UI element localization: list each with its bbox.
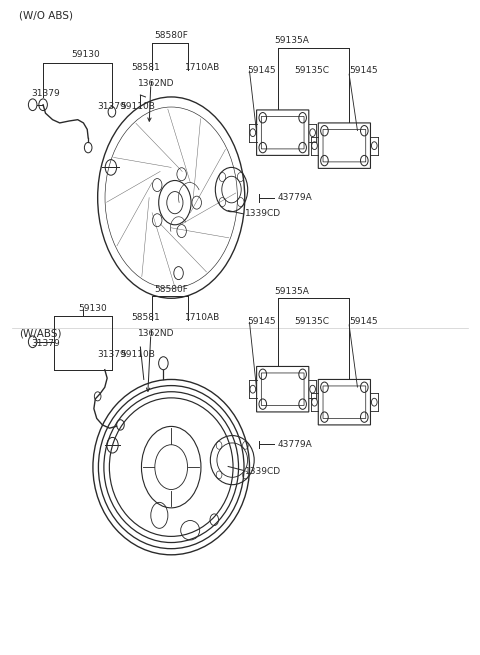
Text: 1362ND: 1362ND <box>138 329 175 339</box>
Text: 1710AB: 1710AB <box>185 64 221 72</box>
Text: (W/O ABS): (W/O ABS) <box>19 10 73 20</box>
Text: 59145: 59145 <box>349 316 378 326</box>
Text: 59145: 59145 <box>247 316 276 326</box>
Text: 31379: 31379 <box>97 102 126 111</box>
Text: 31379: 31379 <box>31 339 60 348</box>
Text: 58581: 58581 <box>131 64 160 72</box>
Text: 59130: 59130 <box>79 303 108 312</box>
Text: 59135A: 59135A <box>275 36 310 45</box>
Text: 58580F: 58580F <box>154 31 188 40</box>
Text: 1339CD: 1339CD <box>245 210 281 218</box>
Text: 59135C: 59135C <box>295 316 330 326</box>
Text: 31379: 31379 <box>97 350 126 360</box>
Text: 43779A: 43779A <box>278 193 312 202</box>
Text: 31379: 31379 <box>31 89 60 98</box>
Text: 43779A: 43779A <box>278 440 312 449</box>
Text: 58580F: 58580F <box>154 286 188 294</box>
Text: 1710AB: 1710AB <box>185 313 221 322</box>
Text: (W/ABS): (W/ABS) <box>19 329 62 339</box>
Text: 59110B: 59110B <box>120 350 156 360</box>
Text: 59130: 59130 <box>72 50 100 59</box>
Text: 59135A: 59135A <box>275 288 310 296</box>
Text: 59135C: 59135C <box>295 66 330 75</box>
Text: 59110B: 59110B <box>120 102 156 111</box>
Text: 1362ND: 1362ND <box>138 79 175 88</box>
Text: 58581: 58581 <box>131 313 160 322</box>
Text: 59145: 59145 <box>349 66 378 75</box>
Text: 59145: 59145 <box>247 66 276 75</box>
Text: 1339CD: 1339CD <box>245 467 281 476</box>
